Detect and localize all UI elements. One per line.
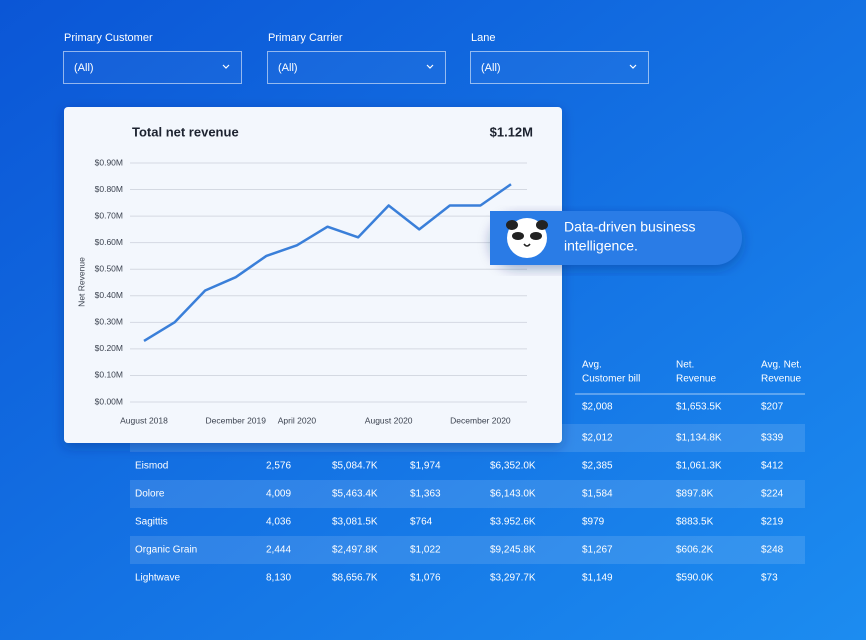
table-cell: $9,245.8K	[490, 545, 536, 556]
avatar-eye	[530, 232, 542, 240]
y-tick-label: $0.30M	[95, 317, 123, 327]
filter-dropdown[interactable]	[63, 51, 242, 84]
table-cell: 8,130	[266, 573, 291, 584]
filter-dropdown[interactable]	[470, 51, 649, 84]
table-cell: Eismod	[135, 461, 168, 472]
table-cell: $1,267	[582, 545, 613, 556]
y-tick-label: $0.80M	[95, 184, 123, 194]
avatar-eye	[512, 232, 524, 240]
y-tick-label: $0.10M	[95, 370, 123, 380]
table-cell: $1,653.5K	[676, 402, 722, 413]
callout-text: intelligence.	[564, 238, 638, 254]
y-tick-label: $0.50M	[95, 263, 123, 273]
y-tick-label: $0.00M	[95, 396, 123, 406]
table-cell: $883.5K	[676, 517, 714, 528]
headline-value: $1.12M	[490, 124, 533, 139]
table-cell: $606.2K	[676, 545, 714, 556]
table-cell: $3,297.7K	[490, 573, 536, 584]
column-header: Avg.	[582, 360, 602, 371]
filter-value: (All)	[481, 62, 501, 74]
column-header: Customer bill	[582, 374, 640, 385]
chart-card	[64, 107, 562, 443]
chevron	[629, 64, 637, 69]
x-tick-label: August 2018	[120, 415, 168, 425]
table-cell: $979	[582, 517, 605, 528]
column-header: Revenue	[676, 374, 716, 385]
table-cell: $1,061.3K	[676, 461, 722, 472]
table-cell: $2,497.8K	[332, 545, 378, 556]
table-cell: $2,385	[582, 461, 613, 472]
x-tick-label: August 2020	[365, 415, 413, 425]
table-cell: $224	[761, 489, 784, 500]
avatar-ear	[536, 220, 548, 230]
table-cell: $5,084.7K	[332, 461, 378, 472]
column-header: Revenue	[761, 374, 801, 385]
table-cell: $1,974	[410, 461, 441, 472]
x-tick-label: December 2020	[450, 415, 511, 425]
table-cell: $1,584	[582, 489, 613, 500]
callout-pill	[490, 211, 742, 265]
table-cell: $3,081.5K	[332, 517, 378, 528]
filter-label: Lane	[471, 32, 495, 44]
x-tick-label: December 2019	[206, 415, 267, 425]
table-cell: $1,363	[410, 489, 441, 500]
chevron	[222, 64, 230, 69]
table-cell: $412	[761, 461, 784, 472]
table-cell: $6,352.0K	[490, 461, 536, 472]
table-cell: $1,022	[410, 545, 441, 556]
table-cell: 4,009	[266, 489, 291, 500]
table-cell: $1,076	[410, 573, 441, 584]
table-cell: Sagittis	[135, 517, 168, 528]
y-tick-label: $0.60M	[95, 237, 123, 247]
table-cell: 4,036	[266, 517, 291, 528]
callout-text: Data-driven business	[564, 219, 696, 235]
table-cell: $8,656.7K	[332, 573, 378, 584]
table-cell: Organic Grain	[135, 545, 197, 556]
filter-dropdown[interactable]	[267, 51, 446, 84]
avatar	[507, 218, 547, 258]
table-cell: $3.952.6K	[490, 517, 536, 528]
filter-value: (All)	[74, 62, 94, 74]
filter-label: Primary Customer	[64, 32, 153, 44]
table-cell: $6,143.0K	[490, 489, 536, 500]
avatar-ear	[506, 220, 518, 230]
filter-label: Primary Carrier	[268, 32, 343, 44]
column-header: Net.	[676, 360, 694, 371]
row-stripe	[130, 480, 805, 508]
row-stripe	[130, 536, 805, 564]
table-cell: $2,008	[582, 402, 613, 413]
table-cell: $764	[410, 517, 433, 528]
chevron	[426, 64, 434, 69]
table-cell: $248	[761, 545, 784, 556]
table-cell: $339	[761, 433, 784, 444]
y-tick-label: $0.90M	[95, 157, 123, 167]
table-cell: $897.8K	[676, 489, 714, 500]
y-tick-label: $0.40M	[95, 290, 123, 300]
filter-value: (All)	[278, 62, 298, 74]
table-cell: $2,012	[582, 433, 613, 444]
y-tick-label: $0.20M	[95, 343, 123, 353]
table-cell: Dolore	[135, 489, 165, 500]
table-cell: $590.0K	[676, 573, 714, 584]
table-cell: $5,463.4K	[332, 489, 378, 500]
y-axis-label: Net Revenue	[76, 257, 86, 307]
table-cell: $1,149	[582, 573, 613, 584]
table-cell: $73	[761, 573, 778, 584]
table-cell: $207	[761, 402, 784, 413]
column-header: Avg. Net.	[761, 360, 802, 371]
table-cell: $219	[761, 517, 784, 528]
avatar-mouth	[523, 243, 531, 247]
y-tick-label: $0.70M	[95, 210, 123, 220]
x-tick-label: April 2020	[278, 415, 317, 425]
revenue-line	[143, 183, 512, 342]
table-cell: $1,134.8K	[676, 433, 722, 444]
table-cell: 2,444	[266, 545, 291, 556]
table-cell: Lightwave	[135, 573, 180, 584]
chart-title: Total net revenue	[132, 124, 239, 139]
table-cell: 2,576	[266, 461, 291, 472]
